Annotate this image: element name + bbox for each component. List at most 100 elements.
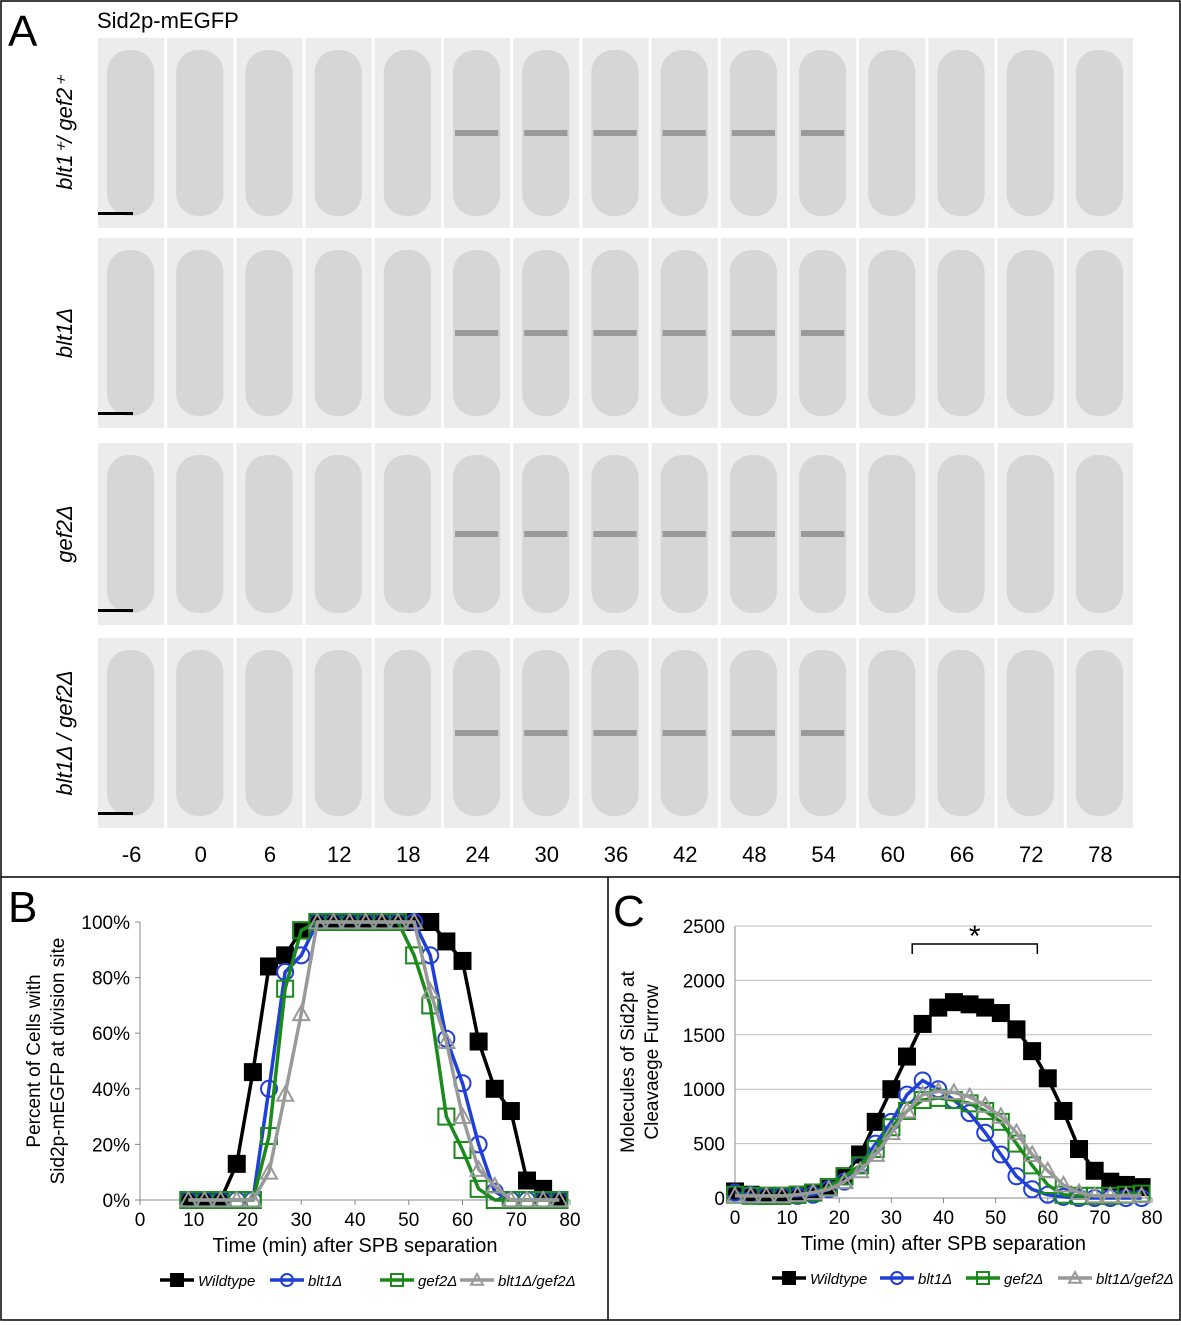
data-point <box>243 1189 263 1208</box>
panel-letter: B <box>8 883 37 932</box>
scale-bar <box>98 609 133 612</box>
data-point <box>227 1189 247 1208</box>
time-label: -6 <box>122 842 142 867</box>
time-label: 48 <box>742 842 766 867</box>
data-point <box>866 1144 886 1162</box>
data-point <box>469 1179 488 1198</box>
ring <box>662 130 706 136</box>
data-point <box>1100 1185 1120 1204</box>
legend-marker <box>469 1271 485 1286</box>
ring <box>455 330 499 336</box>
data-point <box>307 911 328 930</box>
cell-outline <box>383 455 431 613</box>
x-tick-label: 0 <box>135 1210 146 1231</box>
cell-outline <box>937 50 985 216</box>
cell-outline <box>107 650 155 816</box>
panel-letter: C <box>613 887 645 936</box>
data-point <box>944 993 963 1012</box>
x-axis-title: Time (min) after SPB separation <box>213 1235 498 1257</box>
data-point <box>1085 1161 1104 1180</box>
panel-letter: A <box>8 7 38 56</box>
data-point <box>227 1154 246 1173</box>
cell-outline <box>383 650 431 816</box>
x-tick-label: 0 <box>730 1208 741 1229</box>
data-point <box>275 1084 295 1102</box>
cell-outline <box>314 650 362 816</box>
data-point <box>898 1047 917 1066</box>
scale-bar <box>98 412 133 415</box>
ring <box>524 531 568 537</box>
data-point <box>991 1004 1010 1023</box>
data-point <box>850 1160 870 1179</box>
data-point <box>453 1140 472 1159</box>
data-point <box>725 1185 745 1204</box>
series-line <box>188 920 560 1202</box>
row-label: blt1Δ / gef2Δ <box>52 670 77 795</box>
data-point <box>437 1107 456 1126</box>
x-tick-label: 10 <box>183 1210 204 1231</box>
y-tick-label: 80% <box>92 969 130 990</box>
x-tick-label: 50 <box>398 1210 419 1231</box>
data-point <box>834 1171 855 1190</box>
y-axis-title: Sid2p-mEGFP at division site <box>48 938 69 1185</box>
data-point <box>928 1081 948 1099</box>
scale-bar <box>98 212 133 215</box>
x-tick-label: 20 <box>237 1210 258 1231</box>
data-point <box>944 1082 964 1100</box>
y-tick-label: 20% <box>92 1135 130 1156</box>
cell-outline <box>176 455 224 613</box>
legend-marker <box>390 1273 404 1287</box>
time-label: 54 <box>811 842 835 867</box>
data-point <box>259 1162 279 1180</box>
x-tick-label: 80 <box>559 1210 580 1231</box>
data-point <box>975 1095 995 1113</box>
time-label: 12 <box>327 842 351 867</box>
bracket <box>911 943 1039 954</box>
data-point <box>929 998 948 1017</box>
ring <box>801 531 845 537</box>
data-point <box>243 1063 262 1082</box>
legend-label: gef2Δ <box>418 1273 457 1290</box>
y-tick-label: 2000 <box>683 971 725 992</box>
data-point <box>276 979 295 998</box>
legend-label: Wildtype <box>810 1271 867 1288</box>
ring <box>662 531 706 537</box>
time-label: 30 <box>535 842 559 867</box>
legend-label: blt1Δ <box>308 1273 342 1290</box>
data-point <box>452 1106 473 1124</box>
data-point <box>1007 1020 1026 1039</box>
data-point <box>549 1189 569 1208</box>
data-point <box>453 951 472 970</box>
cell-outline <box>1006 250 1054 416</box>
data-point <box>1023 1042 1042 1061</box>
cell-outline <box>937 650 985 816</box>
data-point <box>897 1100 917 1119</box>
data-point <box>1023 1156 1042 1175</box>
cell-outline <box>1075 50 1123 216</box>
time-label: 6 <box>264 842 276 867</box>
data-point <box>1038 1069 1057 1088</box>
cell-outline <box>314 50 362 216</box>
x-tick-label: 60 <box>452 1210 473 1231</box>
ring <box>524 130 568 136</box>
data-point <box>468 1159 489 1177</box>
legend-marker <box>782 1271 796 1285</box>
data-point <box>178 1189 199 1208</box>
cell-outline <box>176 650 224 816</box>
ring <box>801 130 845 136</box>
legend-label: blt1Δ/gef2Δ <box>1096 1271 1174 1288</box>
data-point <box>991 1145 1010 1164</box>
data-point <box>436 1031 457 1049</box>
row-label: gef2Δ <box>52 505 77 563</box>
ring <box>731 130 775 136</box>
data-point <box>976 1123 995 1142</box>
time-label: 0 <box>195 842 207 867</box>
data-point <box>1038 1160 1058 1179</box>
data-point <box>339 911 360 930</box>
data-point <box>1084 1185 1105 1204</box>
ring <box>524 330 568 336</box>
y-tick-label: 60% <box>92 1024 130 1045</box>
scale-bar <box>98 812 133 815</box>
data-point <box>501 1189 521 1208</box>
